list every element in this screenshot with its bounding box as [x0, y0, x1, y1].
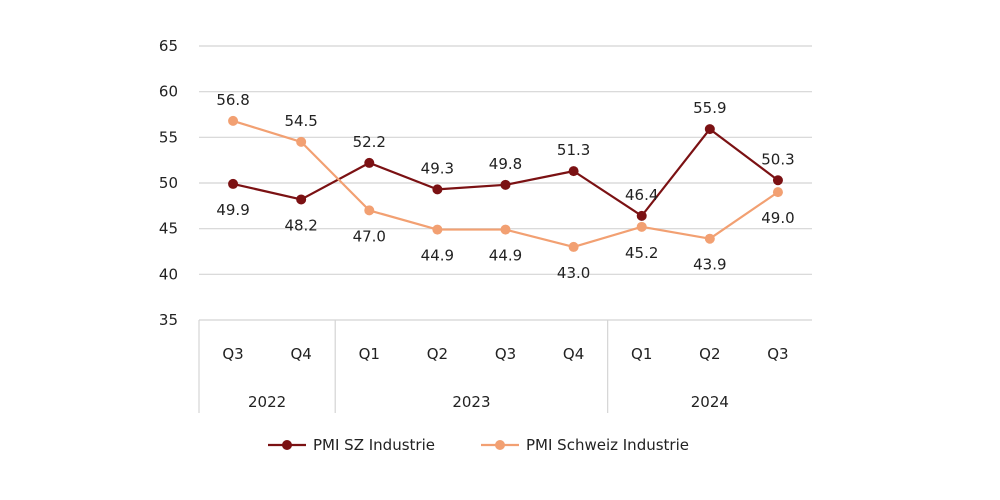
legend-marker	[495, 440, 505, 450]
y-tick-label: 35	[159, 311, 178, 329]
x-tick-label: Q2	[699, 345, 720, 363]
data-point	[500, 224, 511, 235]
x-tick-label: Q3	[222, 345, 243, 363]
data-labels: 49.9 56.8 48.2 54.5 52.2 47.0 49.3 44.9 49.8 44.9…	[216, 91, 794, 282]
data-label: 47.0	[353, 227, 386, 245]
x-tick-label: Q2	[427, 345, 448, 363]
x-group-label: 2023	[452, 393, 490, 411]
x-tick-label: Q3	[495, 345, 516, 363]
legend: PMI SZ Industrie PMI Schweiz Industrie	[268, 436, 689, 454]
series-layer	[228, 115, 783, 252]
data-label: 56.8	[216, 91, 249, 109]
data-point	[432, 184, 443, 195]
data-label: 43.0	[557, 264, 590, 282]
x-group-label: 2022	[248, 393, 286, 411]
data-point	[568, 166, 579, 177]
legend-marker	[282, 440, 292, 450]
x-tick-label: Q4	[563, 345, 584, 363]
x-axis: Q3 Q4 Q1 Q2 Q3 Q4 Q1 Q2 Q3 2022 2023 2024	[198, 320, 789, 413]
legend-label: PMI Schweiz Industrie	[526, 436, 689, 454]
data-point	[704, 233, 715, 244]
data-point	[228, 115, 239, 126]
y-tick-label: 55	[159, 128, 178, 146]
data-label: 49.0	[761, 209, 794, 227]
data-label: 48.2	[284, 216, 317, 234]
y-tick-label: 45	[159, 220, 178, 238]
data-label: 43.9	[693, 256, 726, 274]
y-tick-label: 60	[159, 83, 178, 101]
x-tick-label: Q1	[631, 345, 652, 363]
data-point	[500, 179, 511, 190]
x-tick-label: Q3	[767, 345, 788, 363]
data-label: 50.3	[761, 150, 794, 168]
data-label: 51.3	[557, 141, 590, 159]
y-axis: 35 40 45 50 55 60 65	[159, 37, 178, 329]
data-point	[772, 187, 783, 198]
data-label: 54.5	[284, 112, 317, 130]
data-label: 44.9	[421, 247, 454, 265]
data-point	[636, 221, 647, 232]
y-tick-label: 65	[159, 37, 178, 55]
data-point	[568, 241, 579, 252]
data-point	[772, 175, 783, 186]
x-group-label: 2024	[691, 393, 729, 411]
data-label: 46.4	[625, 186, 658, 204]
data-label: 52.2	[353, 133, 386, 151]
data-label: 44.9	[489, 247, 522, 265]
data-point	[704, 124, 715, 135]
data-label: 49.8	[489, 155, 522, 173]
data-point	[364, 205, 375, 216]
data-point	[636, 210, 647, 221]
data-label: 49.9	[216, 201, 249, 219]
x-tick-label: Q1	[359, 345, 380, 363]
data-point	[432, 224, 443, 235]
y-tick-label: 40	[159, 265, 178, 283]
data-label: 55.9	[693, 99, 726, 117]
data-point	[296, 194, 307, 205]
data-label: 49.3	[421, 159, 454, 177]
y-tick-label: 50	[159, 174, 178, 192]
data-point	[296, 136, 307, 147]
data-point	[228, 178, 239, 189]
x-tick-label: Q4	[290, 345, 311, 363]
data-label: 45.2	[625, 244, 658, 262]
data-point	[364, 157, 375, 168]
legend-label: PMI SZ Industrie	[313, 436, 435, 454]
